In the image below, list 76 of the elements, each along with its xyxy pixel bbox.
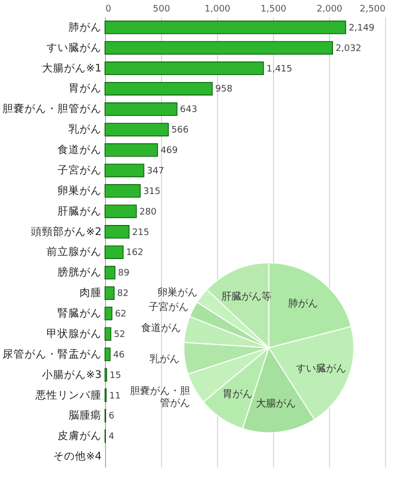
bar: [104, 20, 346, 34]
y-tick-label: 大腸がん※1: [42, 61, 102, 74]
x-tick-label: 2,500: [360, 4, 386, 14]
y-tick-label: すい臓がん: [46, 40, 102, 54]
data-label: 89: [118, 268, 130, 279]
y-tick-label: 乳がん: [68, 122, 102, 136]
x-tick-label: 2,000: [316, 4, 343, 14]
data-label: 1,415: [266, 64, 292, 74]
bar: [104, 286, 115, 300]
y-tick-label: 甲状腺がん: [46, 328, 102, 340]
y-tick-label: 尿管がん・腎盂がん: [2, 348, 102, 360]
data-label: 46: [113, 350, 125, 360]
y-tick-label: 肝臓がん: [58, 204, 102, 218]
data-label: 15: [110, 370, 122, 381]
bar: [104, 245, 124, 259]
bar: [104, 266, 116, 280]
slice-label: 肺がん: [288, 297, 318, 310]
bar: [104, 82, 213, 96]
data-label: 62: [114, 310, 126, 320]
bar: [104, 327, 112, 341]
x-tick-label: 500: [152, 4, 170, 14]
y-tick-label: 膀胱がん: [58, 266, 102, 279]
data-label: 4: [108, 432, 114, 442]
y-tick-label: 前立腺がん: [46, 245, 102, 258]
data-label: 11: [109, 391, 121, 402]
x-tick-label: 0: [106, 4, 112, 14]
y-tick-label: 肺がん: [68, 21, 102, 34]
y-tick-label: 胆嚢がん・胆管がん: [2, 103, 102, 116]
y-tick-label: 脳腫瘍: [68, 408, 102, 422]
y-tick-label: 皮膚がん: [58, 429, 102, 442]
bar: [104, 306, 112, 320]
data-label: 2,032: [336, 44, 362, 54]
data-label: 215: [132, 228, 150, 238]
data-label: 958: [215, 84, 233, 95]
slice-label: 食道がん: [140, 322, 181, 334]
y-tick-label: その他※4: [53, 450, 102, 463]
bar: [104, 204, 137, 218]
data-label: 2,149: [348, 23, 375, 34]
data-label: 566: [171, 126, 189, 136]
slice-label: 乳がん: [150, 353, 180, 366]
bar: [104, 143, 158, 157]
y-tick-label: 卵巣がん: [58, 184, 102, 197]
slice-label: 子宮がん: [148, 300, 189, 313]
slice-label: 胃がん: [222, 389, 252, 400]
bar: [104, 62, 264, 76]
bar: [104, 348, 111, 362]
slice-label: 大腸がん: [256, 397, 296, 410]
data-label: 347: [146, 166, 164, 176]
data-label: 162: [126, 248, 144, 258]
slice-label: すい臓がん: [296, 362, 346, 374]
y-tick-label: 子宮がん: [58, 163, 102, 176]
y-tick-label: 小腸がん※3: [42, 368, 102, 381]
data-label: 6: [108, 412, 115, 422]
y-tick-label: 腎臓がん: [58, 306, 102, 320]
y-tick-label: 悪性リンパ腫: [34, 389, 102, 402]
data-label: 469: [160, 146, 178, 156]
y-tick-label: 食道がん: [58, 144, 102, 156]
y-tick-label: 頭頸部がん※2: [31, 224, 102, 238]
y-tick-label: 肉腫: [80, 287, 102, 300]
data-label: 52: [114, 330, 126, 340]
data-label: 280: [139, 207, 157, 218]
data-label: 643: [180, 105, 198, 116]
bar: [104, 225, 130, 239]
data-label: 315: [143, 186, 160, 197]
x-tick-label: 1,000: [204, 4, 231, 14]
bar: [104, 184, 141, 198]
bar: [104, 122, 169, 136]
x-tick-label: 1,500: [260, 4, 287, 14]
data-label: 82: [117, 289, 129, 300]
slice-label: 胆嚢がん・胆管がん: [130, 385, 190, 410]
y-tick-label: 胃がん: [68, 82, 102, 95]
slice-label: 卵巣がん: [158, 286, 198, 299]
bar: [104, 164, 144, 178]
bar: [104, 102, 178, 116]
bar: [104, 41, 333, 55]
slice-label: 肝臓がん等: [222, 290, 272, 302]
